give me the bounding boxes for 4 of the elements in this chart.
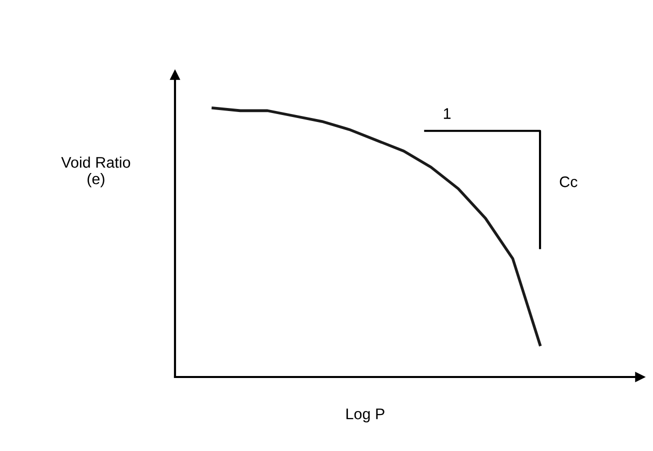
text: Cc — [560, 176, 578, 188]
x-axis-title: Log P — [346, 408, 384, 422]
y-axis-title: Void Ratio (e) — [61, 156, 130, 188]
annotation: 1 — [444, 108, 451, 119]
